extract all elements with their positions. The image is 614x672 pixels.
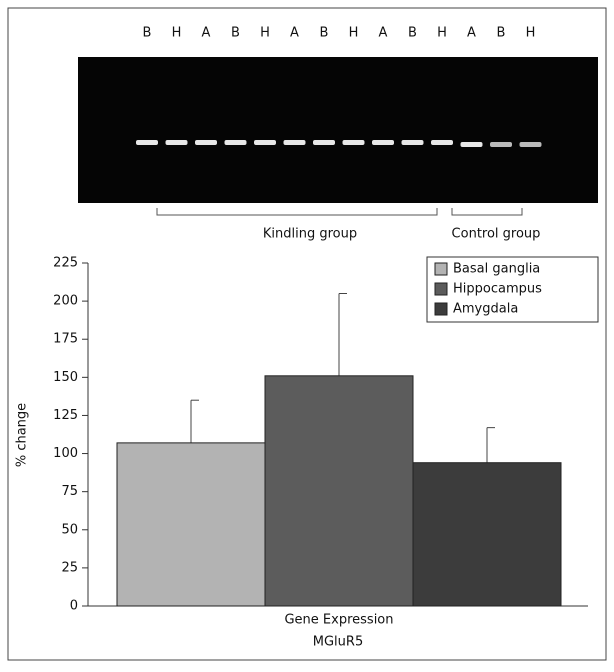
legend-label: Hippocampus [453,282,542,297]
y-tick-label: 75 [61,484,78,499]
gel-band [136,140,158,145]
gel-band [490,142,512,147]
gel-band [372,140,394,145]
lane-label: B [231,26,240,41]
x-tick-label: Gene Expression [284,613,393,628]
legend-swatch [435,283,447,295]
gel-band [195,140,217,145]
gel-band [520,142,542,147]
y-tick-label: 175 [53,332,78,347]
legend-label: Basal ganglia [453,262,540,277]
y-tick-label: 200 [53,294,78,309]
lane-label: A [290,26,299,41]
legend-label: Amygdala [453,302,518,317]
y-tick-label: 125 [53,408,78,423]
gel-band [284,140,306,145]
x-axis-label: MGluR5 [313,635,363,650]
lane-label: B [320,26,329,41]
bar [413,463,561,606]
y-tick-label: 225 [53,256,78,271]
lane-label: A [379,26,388,41]
lane-label: B [143,26,152,41]
group-label: Control group [452,227,541,242]
y-tick-label: 50 [61,522,78,537]
gel-band [254,140,276,145]
lane-label: H [172,26,182,41]
gel-band [225,140,247,145]
gel-band [461,142,483,147]
lane-label: H [349,26,359,41]
bar [117,443,265,606]
gel-band [166,140,188,145]
lane-label: A [467,26,476,41]
y-axis-label: % change [15,403,30,467]
legend-swatch [435,263,447,275]
y-tick-label: 25 [61,560,78,575]
y-tick-label: 0 [70,599,78,614]
gel-band [313,140,335,145]
gel-image [78,57,598,203]
gel-band [402,140,424,145]
legend-swatch [435,303,447,315]
lane-label: H [437,26,447,41]
y-tick-label: 100 [53,446,78,461]
lane-label: H [526,26,536,41]
y-tick-label: 150 [53,370,78,385]
group-label: Kindling group [263,227,357,242]
gel-band [431,140,453,145]
lane-label: A [202,26,211,41]
bar [265,376,413,606]
lane-label: B [408,26,417,41]
lane-label: B [497,26,506,41]
lane-label: H [260,26,270,41]
group-brackets [157,208,522,215]
figure: Kindling group Control group % change MG… [0,0,614,668]
gel-band [343,140,365,145]
